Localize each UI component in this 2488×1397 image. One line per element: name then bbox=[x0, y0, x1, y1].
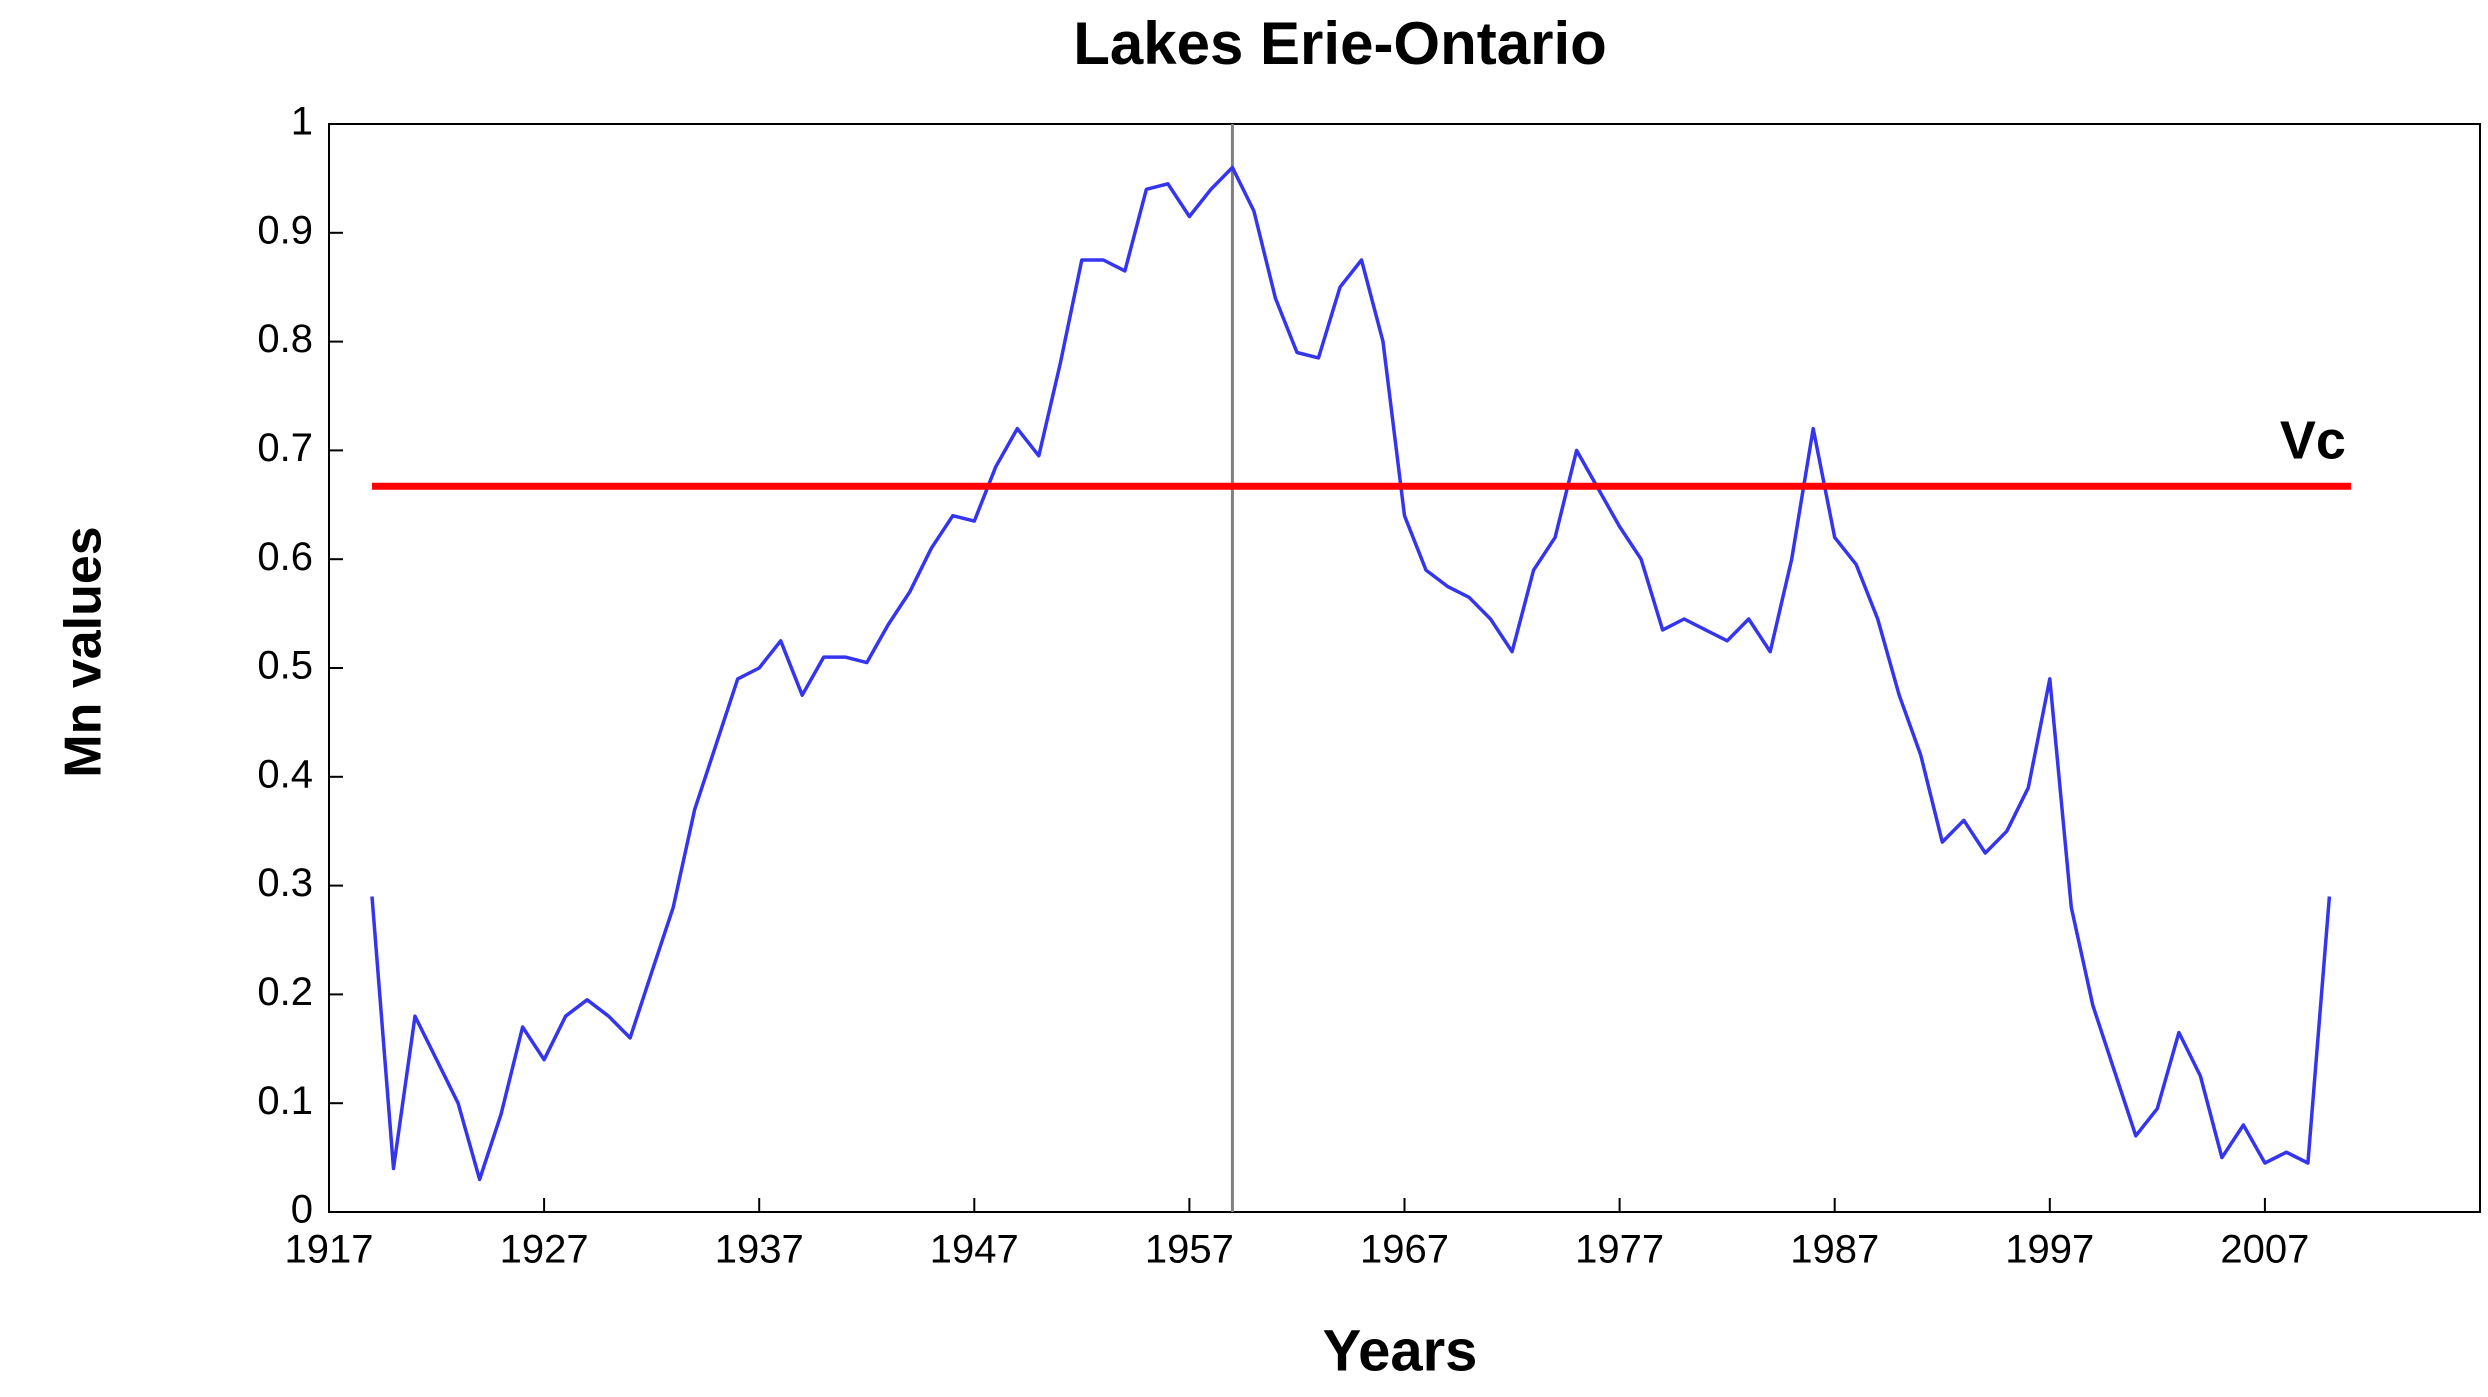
data-line bbox=[370, 165, 2332, 1182]
y-tick-label: 0.5 bbox=[257, 644, 313, 688]
y-tick-label: 0.4 bbox=[257, 752, 313, 796]
y-tick-label: 0.1 bbox=[257, 1079, 313, 1123]
y-tick-label: 0 bbox=[291, 1188, 313, 1232]
x-tick-label: 2007 bbox=[2220, 1228, 2309, 1272]
x-tick-label: 1957 bbox=[1145, 1228, 1234, 1272]
x-tick-label: 1927 bbox=[500, 1228, 589, 1272]
x-tick-label: 1947 bbox=[930, 1228, 1019, 1272]
x-tick-label: 1917 bbox=[285, 1228, 374, 1272]
y-tick-label: 0.8 bbox=[257, 317, 313, 361]
y-tick-label: 1 bbox=[291, 100, 313, 144]
plot-frame bbox=[328, 123, 2481, 1213]
x-tick-label: 1937 bbox=[715, 1228, 804, 1272]
y-tick-label: 0.6 bbox=[257, 535, 313, 579]
x-tick-label: 1977 bbox=[1575, 1228, 1664, 1272]
x-tick-label: 1997 bbox=[2005, 1228, 2094, 1272]
y-tick-label: 0.7 bbox=[257, 426, 313, 470]
y-tick-label: 0.9 bbox=[257, 208, 313, 252]
x-tick-label: 1987 bbox=[1790, 1228, 1879, 1272]
threshold-label: Vc bbox=[2280, 411, 2346, 471]
y-tick-label: 0.2 bbox=[257, 970, 313, 1014]
chart-title: Lakes Erie-Ontario bbox=[1073, 10, 1607, 77]
x-axis-label: Years bbox=[1323, 1318, 1478, 1383]
x-tick-label: 1967 bbox=[1360, 1228, 1449, 1272]
y-axis-label: Mn values bbox=[55, 526, 113, 777]
y-tick-label: 0.3 bbox=[257, 861, 313, 905]
